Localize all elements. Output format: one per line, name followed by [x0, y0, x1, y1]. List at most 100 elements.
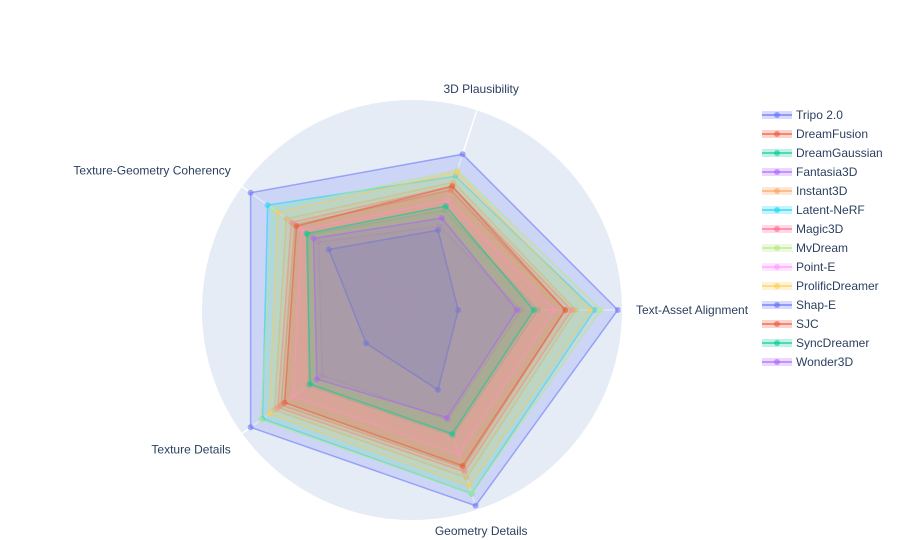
data-point: [455, 450, 462, 457]
axis-label-0: 3D Plausibility: [444, 82, 519, 96]
data-point: [264, 202, 271, 209]
data-point: [442, 203, 449, 210]
data-point: [283, 215, 290, 222]
data-point: [288, 219, 295, 226]
legend-item[interactable]: Latent-NeRF: [762, 203, 865, 217]
legend-label: ProlificDreamer: [796, 279, 879, 293]
data-point: [463, 474, 470, 481]
legend-item[interactable]: SJC: [762, 317, 819, 331]
data-point: [290, 393, 297, 400]
series-polygon: [327, 229, 459, 392]
data-point: [434, 227, 441, 234]
legend-label: Tripo 2.0: [796, 108, 843, 122]
data-point: [318, 372, 325, 379]
legend-marker: [774, 150, 780, 156]
legend-marker: [774, 359, 780, 365]
series-polygon: [283, 185, 567, 467]
legend-marker: [774, 321, 780, 327]
data-point: [514, 307, 520, 313]
legend-item[interactable]: MvDream: [762, 241, 848, 255]
data-point: [247, 189, 254, 196]
data-point: [274, 404, 281, 411]
data-point: [614, 307, 621, 313]
legend-marker: [774, 264, 780, 270]
legend-label: Latent-NeRF: [796, 203, 865, 217]
data-point: [562, 307, 569, 313]
axis-label-2: Geometry Details: [435, 524, 528, 538]
data-point: [293, 223, 300, 230]
series-polygon: [277, 185, 573, 473]
legend-item[interactable]: SyncDreamer: [762, 336, 869, 350]
legend-marker: [774, 283, 780, 289]
data-point: [363, 340, 370, 347]
legend-item[interactable]: ProlificDreamer: [762, 279, 879, 293]
data-point: [453, 169, 460, 176]
legend-label: MvDream: [796, 241, 848, 255]
legend-item[interactable]: DreamFusion: [762, 127, 868, 141]
legend-label: Magic3D: [796, 222, 844, 236]
data-point: [472, 502, 479, 509]
data-point: [459, 151, 466, 158]
legend-item[interactable]: Tripo 2.0: [762, 108, 843, 122]
data-point: [315, 239, 322, 246]
axis-label-1: Text-Asset Alignment: [636, 303, 749, 317]
series-8: [290, 197, 558, 457]
data-point: [434, 386, 441, 393]
data-point: [247, 424, 254, 431]
data-point: [535, 307, 541, 313]
data-point: [598, 307, 604, 313]
data-point: [303, 230, 310, 237]
legend-item[interactable]: Shap-E: [762, 298, 836, 312]
legend-item[interactable]: Instant3D: [762, 184, 848, 198]
legend-marker: [774, 302, 780, 308]
legend-marker: [774, 131, 780, 137]
legend-item[interactable]: Point-E: [762, 260, 835, 274]
data-point: [298, 226, 305, 233]
data-point: [449, 183, 456, 190]
legend-item[interactable]: Magic3D: [762, 222, 844, 236]
series-polygon: [305, 205, 535, 435]
data-point: [572, 307, 579, 313]
data-point: [551, 307, 558, 313]
data-point: [587, 307, 594, 313]
data-point: [310, 235, 317, 242]
series-11: [281, 183, 569, 469]
data-point: [530, 307, 537, 313]
legend-label: Fantasia3D: [796, 165, 858, 179]
legend-label: Wonder3D: [796, 355, 853, 369]
data-point: [325, 246, 332, 253]
data-point: [269, 205, 276, 212]
legend-item[interactable]: DreamGaussian: [762, 146, 883, 160]
legend-marker: [774, 112, 780, 118]
legend-label: Instant3D: [796, 184, 848, 198]
legend-marker: [774, 245, 780, 251]
legend-marker: [774, 188, 780, 194]
legend-marker: [774, 340, 780, 346]
legend-label: DreamGaussian: [796, 146, 883, 160]
data-point: [313, 376, 320, 383]
axis-label-3: Texture Details: [151, 443, 230, 457]
series-polygon: [273, 181, 577, 479]
legend-label: SyncDreamer: [796, 336, 869, 350]
series-polygons: [247, 151, 621, 509]
series-3: [315, 223, 525, 423]
series-polygon: [292, 199, 556, 455]
axis-label-4: Texture-Geometry Coherency: [73, 163, 230, 177]
legend-marker: [774, 226, 780, 232]
series-13: [310, 215, 520, 421]
series-polygon: [317, 225, 523, 421]
series-10: [325, 227, 462, 393]
legend-item[interactable]: Fantasia3D: [762, 165, 858, 179]
data-point: [455, 307, 462, 313]
legend-marker: [774, 169, 780, 175]
data-point: [438, 215, 445, 222]
data-point: [468, 490, 475, 497]
legend-item[interactable]: Wonder3D: [762, 355, 853, 369]
data-point: [274, 209, 281, 216]
data-point: [461, 468, 468, 475]
axis-labels: 3D Plausibility Text-Asset Alignment Geo…: [73, 82, 748, 538]
data-point: [444, 414, 451, 421]
series-6: [274, 183, 575, 475]
data-point: [257, 416, 264, 423]
